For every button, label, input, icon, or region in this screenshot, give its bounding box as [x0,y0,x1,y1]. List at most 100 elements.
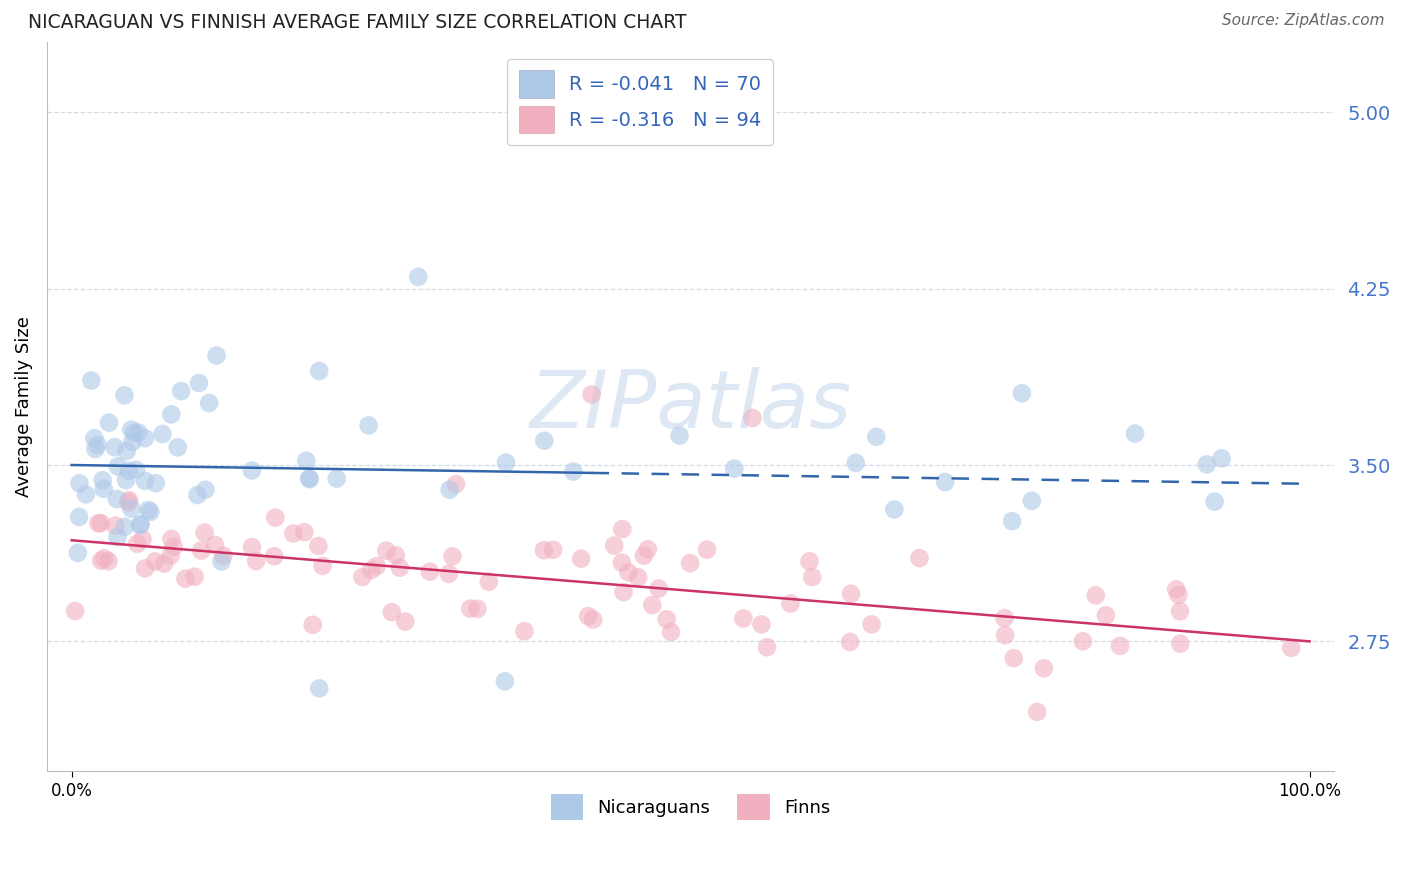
Point [406,269,429,284]
Point [84,442,107,456]
Point [263,549,285,564]
Point [211,554,233,568]
Point [994,628,1017,642]
Point [458,601,481,615]
Point [741,411,763,425]
Point [1011,386,1033,401]
Point [67,510,90,524]
Point [283,526,305,541]
Point [136,503,159,517]
Point [1167,588,1189,602]
Point [1001,514,1024,528]
Point [839,635,862,649]
Point [129,517,152,532]
Point [883,502,905,516]
Point [183,570,205,584]
Point [633,549,655,563]
Point [295,454,318,468]
Point [104,518,127,533]
Point [93,551,115,566]
Point [107,530,129,544]
Point [627,570,650,584]
Point [513,624,536,639]
Point [441,549,464,564]
Point [1109,639,1132,653]
Point [437,566,460,581]
Point [240,463,263,477]
Point [1095,608,1118,623]
Point [118,464,141,478]
Point [366,559,388,574]
Point [603,539,626,553]
Point [1032,661,1054,675]
Point [751,617,773,632]
Point [582,612,605,626]
Point [533,434,555,448]
Point [1021,493,1043,508]
Point [86,438,108,452]
Point [90,516,112,530]
Point [311,558,333,573]
Point [91,473,114,487]
Point [679,556,702,570]
Point [637,542,659,557]
Point [756,640,779,655]
Point [127,537,149,551]
Point [127,425,149,440]
Point [845,456,868,470]
Point [1084,588,1107,602]
Point [174,572,197,586]
Point [1195,458,1218,472]
Legend: Nicaraguans, Finns: Nicaraguans, Finns [543,788,838,827]
Point [801,570,824,584]
Point [1071,634,1094,648]
Point [205,349,228,363]
Point [240,540,263,554]
Point [668,428,690,442]
Point [166,440,188,454]
Point [439,483,461,497]
Point [562,465,585,479]
Point [419,565,441,579]
Point [194,483,217,497]
Point [129,518,152,533]
Point [97,554,120,568]
Point [134,431,156,445]
Point [107,459,129,474]
Point [1002,651,1025,665]
Point [80,374,103,388]
Text: Source: ZipAtlas.com: Source: ZipAtlas.com [1222,13,1385,29]
Point [388,560,411,574]
Point [187,376,209,390]
Point [186,488,208,502]
Point [115,473,138,487]
Point [125,463,148,477]
Point [75,487,97,501]
Point [723,461,745,475]
Point [617,566,640,580]
Point [122,425,145,440]
Point [696,542,718,557]
Point [1211,451,1233,466]
Point [204,538,226,552]
Point [581,387,603,401]
Point [115,444,138,458]
Point [118,493,141,508]
Point [612,522,634,536]
Point [325,472,347,486]
Point [908,551,931,566]
Point [93,482,115,496]
Point [655,612,678,626]
Point [1168,604,1191,618]
Point [264,510,287,524]
Point [69,476,91,491]
Point [934,475,956,489]
Point [659,625,682,640]
Point [301,617,323,632]
Point [131,533,153,547]
Point [385,548,408,562]
Point [467,602,489,616]
Point [641,598,664,612]
Point [114,520,136,534]
Point [647,582,669,596]
